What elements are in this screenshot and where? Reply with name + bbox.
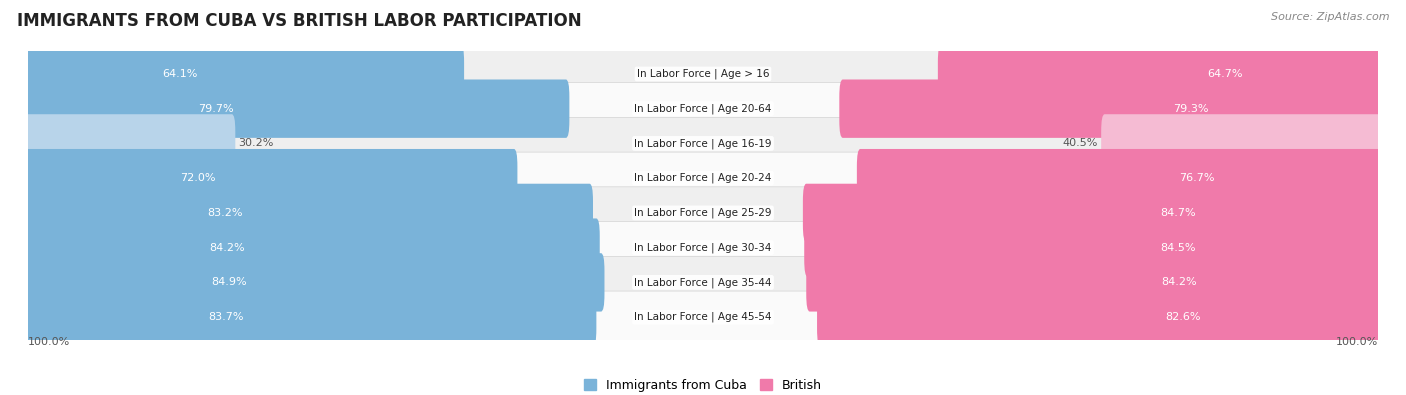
FancyBboxPatch shape [25, 184, 593, 242]
Text: In Labor Force | Age > 16: In Labor Force | Age > 16 [637, 69, 769, 79]
FancyBboxPatch shape [30, 291, 1376, 343]
Text: 40.5%: 40.5% [1063, 138, 1098, 149]
FancyBboxPatch shape [30, 117, 1376, 169]
Text: In Labor Force | Age 45-54: In Labor Force | Age 45-54 [634, 312, 772, 322]
Text: 100.0%: 100.0% [28, 337, 70, 347]
FancyBboxPatch shape [806, 253, 1381, 312]
FancyBboxPatch shape [25, 79, 569, 138]
Text: 84.7%: 84.7% [1160, 208, 1195, 218]
FancyBboxPatch shape [804, 218, 1381, 277]
Text: In Labor Force | Age 20-64: In Labor Force | Age 20-64 [634, 103, 772, 114]
Legend: Immigrants from Cuba, British: Immigrants from Cuba, British [579, 374, 827, 395]
FancyBboxPatch shape [30, 187, 1376, 239]
Text: 83.2%: 83.2% [207, 208, 242, 218]
Text: In Labor Force | Age 35-44: In Labor Force | Age 35-44 [634, 277, 772, 288]
Text: Source: ZipAtlas.com: Source: ZipAtlas.com [1271, 12, 1389, 22]
Text: 84.2%: 84.2% [209, 243, 245, 253]
Text: 84.9%: 84.9% [211, 277, 246, 288]
Text: 64.1%: 64.1% [162, 69, 197, 79]
FancyBboxPatch shape [856, 149, 1381, 207]
Text: 64.7%: 64.7% [1208, 69, 1243, 79]
FancyBboxPatch shape [25, 149, 517, 207]
Text: 84.5%: 84.5% [1160, 243, 1197, 253]
Text: 72.0%: 72.0% [180, 173, 217, 183]
Text: 76.7%: 76.7% [1180, 173, 1215, 183]
FancyBboxPatch shape [938, 45, 1381, 103]
Text: IMMIGRANTS FROM CUBA VS BRITISH LABOR PARTICIPATION: IMMIGRANTS FROM CUBA VS BRITISH LABOR PA… [17, 12, 582, 30]
FancyBboxPatch shape [30, 222, 1376, 274]
FancyBboxPatch shape [839, 79, 1381, 138]
FancyBboxPatch shape [25, 218, 600, 277]
FancyBboxPatch shape [25, 114, 235, 173]
Text: 79.7%: 79.7% [198, 103, 235, 114]
FancyBboxPatch shape [25, 45, 464, 103]
FancyBboxPatch shape [30, 83, 1376, 135]
Text: 100.0%: 100.0% [1336, 337, 1378, 347]
Text: In Labor Force | Age 25-29: In Labor Force | Age 25-29 [634, 208, 772, 218]
FancyBboxPatch shape [803, 184, 1381, 242]
Text: 30.2%: 30.2% [239, 138, 274, 149]
FancyBboxPatch shape [1101, 114, 1381, 173]
Text: 84.2%: 84.2% [1161, 277, 1197, 288]
FancyBboxPatch shape [25, 288, 596, 346]
FancyBboxPatch shape [817, 288, 1381, 346]
Text: In Labor Force | Age 16-19: In Labor Force | Age 16-19 [634, 138, 772, 149]
Text: In Labor Force | Age 20-24: In Labor Force | Age 20-24 [634, 173, 772, 183]
FancyBboxPatch shape [25, 253, 605, 312]
FancyBboxPatch shape [30, 48, 1376, 100]
Text: 82.6%: 82.6% [1166, 312, 1201, 322]
Text: 79.3%: 79.3% [1173, 103, 1208, 114]
Text: 83.7%: 83.7% [208, 312, 243, 322]
FancyBboxPatch shape [30, 256, 1376, 308]
FancyBboxPatch shape [30, 152, 1376, 204]
Text: In Labor Force | Age 30-34: In Labor Force | Age 30-34 [634, 243, 772, 253]
